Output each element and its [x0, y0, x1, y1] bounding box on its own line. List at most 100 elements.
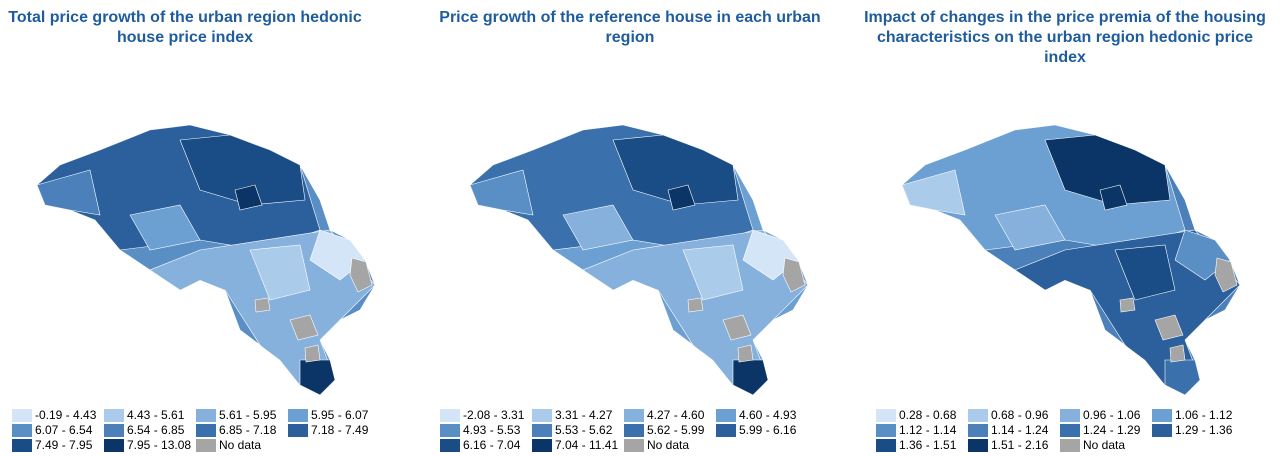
legend-item: 1.06 - 1.12: [1152, 408, 1244, 422]
legend-label: 1.12 - 1.14: [899, 423, 957, 437]
legend-label: 6.85 - 7.18: [219, 423, 277, 437]
region: [1169, 344, 1186, 363]
legend-swatch: [196, 438, 216, 452]
region: [722, 314, 752, 341]
region: [1119, 297, 1136, 313]
legend-swatch: [716, 423, 736, 437]
legend-item: 4.43 - 5.61: [104, 408, 196, 422]
legend: -0.19 - 4.43 4.43 - 5.61 5.61 - 5.95 5.95 -…: [12, 408, 380, 452]
legend-label: 6.16 - 7.04: [463, 438, 521, 452]
legend-item: 0.68 - 0.96: [968, 408, 1060, 422]
legend-swatch: [876, 408, 896, 422]
regions: [902, 125, 1240, 395]
legend-item: 1.29 - 1.36: [1152, 423, 1244, 437]
legend-swatch: [968, 423, 988, 437]
legend-swatch: [532, 408, 552, 422]
region: [1154, 314, 1184, 341]
legend-label: -0.19 - 4.43: [35, 408, 97, 422]
legend-label: 1.29 - 1.36: [1175, 423, 1233, 437]
legend-label: 5.99 - 6.16: [739, 423, 797, 437]
legend-item: 7.49 - 7.95: [12, 438, 104, 452]
legend-swatch: [876, 423, 896, 437]
legend-swatch: [12, 423, 32, 437]
legend-swatch: [1060, 438, 1080, 452]
legend-swatch: [196, 423, 216, 437]
legend-item: 5.99 - 6.16: [716, 423, 808, 437]
region: [254, 297, 271, 313]
legend-item: 5.62 - 5.99: [624, 423, 716, 437]
legend-item: -2.08 - 3.31: [440, 408, 532, 422]
legend-item: -0.19 - 4.43: [12, 408, 104, 422]
legend-swatch: [12, 408, 32, 422]
legend-item: 1.14 - 1.24: [968, 423, 1060, 437]
legend-item: 1.24 - 1.29: [1060, 423, 1152, 437]
legend-swatch: [1060, 423, 1080, 437]
legend-label: 0.68 - 0.96: [991, 408, 1049, 422]
legend-label: 0.28 - 0.68: [899, 408, 957, 422]
legend-item: 6.16 - 7.04: [440, 438, 532, 452]
region: [1214, 257, 1238, 293]
region: [737, 344, 754, 363]
legend-label: 7.04 - 11.41: [555, 438, 619, 452]
legend-label: 4.43 - 5.61: [127, 408, 185, 422]
region: [299, 359, 336, 395]
region: [687, 297, 704, 313]
legend-label: 1.24 - 1.29: [1083, 423, 1141, 437]
region: [249, 244, 311, 301]
legend-item: No data: [196, 438, 288, 452]
legend-label: 7.49 - 7.95: [35, 438, 93, 452]
legend-item: 5.61 - 5.95: [196, 408, 288, 422]
region: [234, 184, 263, 211]
legend-swatch: [288, 423, 308, 437]
region: [1099, 184, 1128, 211]
legend-item: 4.60 - 4.93: [716, 408, 808, 422]
legend-swatch: [716, 408, 736, 422]
legend-item: 5.95 - 6.07: [288, 408, 380, 422]
legend: -2.08 - 3.31 3.31 - 4.27 4.27 - 4.60 4.60 -…: [440, 408, 808, 452]
legend-item: 1.36 - 1.51: [876, 438, 968, 452]
legend-item: 1.12 - 1.14: [876, 423, 968, 437]
region: [1044, 134, 1171, 206]
legend-swatch: [104, 438, 124, 452]
legend-label: 7.95 - 13.08: [127, 438, 192, 452]
legend-label: 4.27 - 4.60: [647, 408, 705, 422]
legend-item: 0.28 - 0.68: [876, 408, 968, 422]
legend-swatch: [440, 438, 460, 452]
legend-item: 6.07 - 6.54: [12, 423, 104, 437]
legend-swatch: [968, 408, 988, 422]
legend-label: No data: [219, 438, 262, 452]
legend-label: -2.08 - 3.31: [463, 408, 525, 422]
legend-label: 0.96 - 1.06: [1083, 408, 1141, 422]
legend-label: 6.54 - 6.85: [127, 423, 185, 437]
legend-item: 0.96 - 1.06: [1060, 408, 1152, 422]
region: [782, 257, 806, 293]
legend-label: 7.18 - 7.49: [311, 423, 369, 437]
legend-label: 1.06 - 1.12: [1175, 408, 1233, 422]
legend-swatch: [104, 423, 124, 437]
legend-swatch: [196, 408, 216, 422]
legend-swatch: [1152, 408, 1172, 422]
legend-label: 6.07 - 6.54: [35, 423, 93, 437]
map: [901, 124, 1241, 396]
region: [304, 344, 321, 363]
legend-label: 5.53 - 5.62: [555, 423, 613, 437]
legend-swatch: [1060, 408, 1080, 422]
legend-label: 1.14 - 1.24: [991, 423, 1049, 437]
legend: 0.28 - 0.68 0.68 - 0.96 0.96 - 1.06 1.06 - …: [876, 408, 1244, 452]
region: [562, 204, 634, 251]
legend-label: 4.60 - 4.93: [739, 408, 797, 422]
panel-title: Price growth of the reference house in e…: [439, 9, 821, 46]
legend-item: 5.53 - 5.62: [532, 423, 624, 437]
legend-swatch: [532, 438, 552, 452]
region: [994, 204, 1066, 251]
legend-label: 1.36 - 1.51: [899, 438, 957, 452]
legend-swatch: [288, 408, 308, 422]
legend-item: 7.95 - 13.08: [104, 438, 196, 452]
region: [902, 169, 966, 216]
legend-item: 1.51 - 2.16: [968, 438, 1060, 452]
legend-item: 3.31 - 4.27: [532, 408, 624, 422]
map: [36, 124, 376, 396]
legend-swatch: [968, 438, 988, 452]
region: [129, 204, 201, 251]
